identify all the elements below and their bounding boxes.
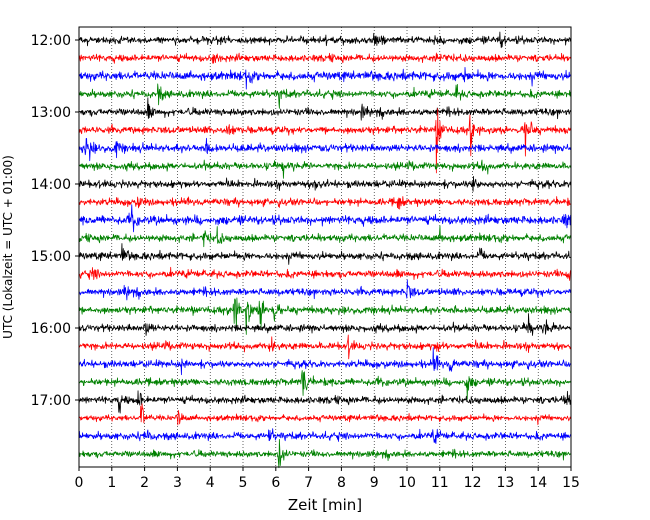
x-tick-label: 9 <box>370 475 379 491</box>
x-axis-title: Zeit [min] <box>288 496 362 514</box>
x-tick-label: 4 <box>206 475 215 491</box>
x-tick-label: 5 <box>239 475 248 491</box>
trace-1745 <box>78 439 572 469</box>
trace-1345 <box>78 159 572 179</box>
x-ticks: 0 1 2 3 4 5 6 7 8 9 10 11 12 13 14 15 <box>75 467 580 491</box>
trace-1715 <box>78 403 572 426</box>
trace-1400 <box>78 175 572 192</box>
y-tick-label: 17:00 <box>31 393 71 409</box>
x-tick-label: 7 <box>304 475 313 491</box>
y-ticks: 12:00 13:00 14:00 15:00 16:00 17:00 <box>31 33 79 409</box>
trace-1430 <box>78 204 572 233</box>
x-tick-label: 3 <box>173 475 182 491</box>
trace-1600 <box>78 313 572 336</box>
x-tick-label: 8 <box>337 475 346 491</box>
plot-frame <box>78 26 572 468</box>
trace-1245 <box>78 83 572 109</box>
x-tick-label: 2 <box>140 475 149 491</box>
trace-1615 <box>78 334 572 360</box>
y-axis-title: UTC (Lokalzeit = UTC + 01:00) <box>1 155 15 339</box>
trace-1230 <box>78 66 572 90</box>
y-tick-label: 14:00 <box>31 177 71 193</box>
trace-1500 <box>78 243 572 265</box>
y-tick-label: 13:00 <box>31 105 71 121</box>
x-tick-label: 1 <box>107 475 116 491</box>
traces <box>78 31 572 469</box>
x-tick-label: 0 <box>75 475 84 491</box>
y-tick-label: 12:00 <box>31 33 71 49</box>
x-tick-label: 12 <box>464 475 482 491</box>
x-tick-label: 10 <box>398 475 416 491</box>
trace-1530 <box>78 279 572 301</box>
trace-1300 <box>78 97 572 121</box>
trace-1315 <box>78 108 572 174</box>
trace-1200 <box>78 31 572 49</box>
trace-1330 <box>78 137 572 162</box>
trace-1215 <box>78 52 572 64</box>
trace-1700 <box>78 390 572 414</box>
trace-1630 <box>78 347 572 376</box>
trace-1415 <box>78 196 572 210</box>
trace-1545 <box>78 297 572 335</box>
x-tick-label: 15 <box>562 475 580 491</box>
trace-1645 <box>78 370 572 400</box>
grid-lines <box>111 27 539 467</box>
y-tick-label: 16:00 <box>31 321 71 337</box>
x-tick-label: 11 <box>431 475 449 491</box>
trace-1515 <box>78 266 572 281</box>
trace-1730 <box>78 428 572 445</box>
x-tick-label: 13 <box>496 475 514 491</box>
x-tick-label: 14 <box>529 475 547 491</box>
trace-1445 <box>78 225 572 248</box>
y-tick-label: 15:00 <box>31 249 71 265</box>
x-tick-label: 6 <box>271 475 280 491</box>
